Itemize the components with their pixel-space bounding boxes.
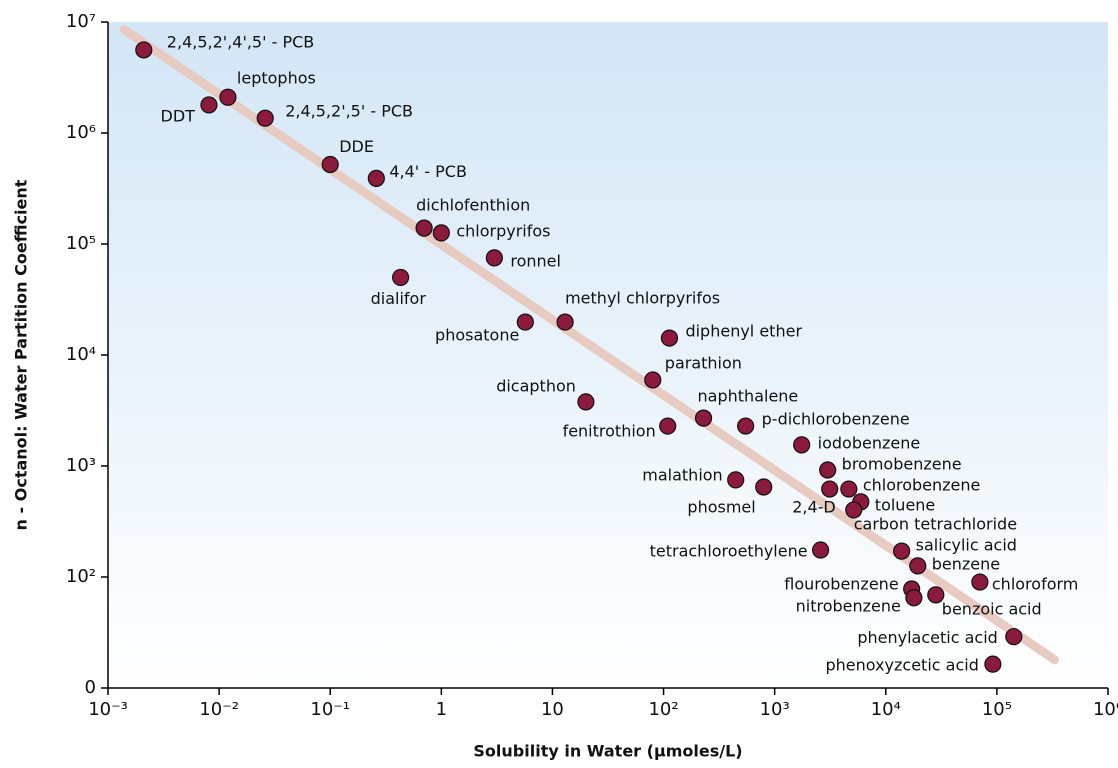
point-label: DDE <box>339 137 374 156</box>
x-tick-label: 10³ <box>760 699 790 720</box>
data-point <box>793 436 811 454</box>
data-point <box>727 471 745 489</box>
x-tick-label: 10⁴ <box>871 699 901 720</box>
point-label: p-dichlorobenzene <box>762 410 910 429</box>
x-tick-label: 1 <box>436 699 447 720</box>
y-tick-label: 10⁷ <box>66 11 96 32</box>
data-point <box>485 249 503 267</box>
point-label: DDT <box>161 106 196 125</box>
data-point <box>367 169 385 187</box>
point-label: 2,4,5,2',4',5' - PCB <box>167 32 314 51</box>
point-label: toluene <box>875 495 935 514</box>
data-point <box>909 557 927 575</box>
point-label: tetrachloroethylene <box>650 542 808 561</box>
y-tick-label: 10⁴ <box>66 344 96 365</box>
point-label: diphenyl ether <box>685 322 802 341</box>
point-label: 4,4' - PCB <box>389 162 467 181</box>
point-label: dichlofenthion <box>416 196 530 215</box>
point-label: malathion <box>642 465 722 484</box>
x-axis-title: Solubility in Water (µmoles/L) <box>473 742 742 761</box>
data-point <box>392 268 410 287</box>
data-point <box>811 541 830 559</box>
point-label: phenylacetic acid <box>857 628 997 647</box>
x-tick-label: 10 <box>541 699 564 720</box>
data-point <box>927 586 945 604</box>
data-point <box>984 655 1002 673</box>
x-tick-label: 10⁵ <box>982 699 1012 720</box>
y-tick-label: 10⁶ <box>66 122 96 143</box>
x-tick-label: 10⁻¹ <box>310 699 350 720</box>
point-label: chlorobenzene <box>863 476 981 495</box>
x-tick-label: 10⁶ <box>1093 699 1118 720</box>
data-point <box>840 480 858 498</box>
data-point <box>893 542 911 560</box>
data-point <box>256 109 274 127</box>
data-point <box>659 417 677 435</box>
x-tick-label: 10² <box>648 699 678 720</box>
point-label: ronnel <box>510 251 561 270</box>
point-label: parathion <box>665 353 742 372</box>
data-point <box>845 501 863 519</box>
data-point <box>556 313 574 331</box>
data-point <box>694 409 713 427</box>
point-label: naphthalene <box>698 387 799 406</box>
point-label: 2,4-D <box>792 497 836 516</box>
y-axis-title: n - Octanol: Water Partition Coefficient <box>12 179 31 530</box>
data-point <box>415 219 433 237</box>
point-label: fenitrothion <box>563 422 656 441</box>
data-point <box>432 224 450 242</box>
point-label: chlorpyrifos <box>456 221 550 240</box>
y-tick-label: 10⁵ <box>66 233 96 254</box>
data-point <box>644 371 662 389</box>
data-point <box>135 41 153 59</box>
point-label: 2,4,5,2',5' - PCB <box>285 102 413 121</box>
point-label: dicapthon <box>496 376 576 395</box>
point-label: salicylic acid <box>916 536 1017 555</box>
point-label: methyl chlorpyrifos <box>565 289 720 308</box>
data-point <box>660 329 679 347</box>
point-label: bromobenzene <box>842 455 962 474</box>
y-tick-label: 10³ <box>66 455 96 476</box>
data-point <box>577 393 595 411</box>
y-tick-label: 0 <box>85 677 96 698</box>
data-point <box>755 478 773 496</box>
point-label: benzoic acid <box>942 599 1042 618</box>
point-label: carbon tetrachloride <box>854 515 1017 534</box>
data-point <box>321 155 339 174</box>
y-tick-label: 10² <box>66 566 96 587</box>
data-point <box>219 88 237 106</box>
point-label: dialifor <box>371 289 427 308</box>
data-point <box>971 573 989 591</box>
data-point <box>819 461 837 479</box>
data-point <box>737 417 755 435</box>
point-label: phosatone <box>435 326 519 345</box>
point-label: leptophos <box>237 69 316 88</box>
data-point <box>1005 628 1023 646</box>
data-point <box>200 96 218 114</box>
data-point <box>516 313 534 331</box>
point-label: benzene <box>932 554 1000 573</box>
point-label: phenoxyzcetic acid <box>826 656 979 675</box>
point-label: nitrobenzene <box>796 596 901 615</box>
x-tick-label: 10⁻³ <box>88 699 128 720</box>
x-tick-label: 10⁻² <box>199 699 239 720</box>
point-label: flourobenzene <box>784 574 898 593</box>
point-label: chloroform <box>992 575 1079 594</box>
data-point <box>905 589 923 607</box>
point-label: iodobenzene <box>818 433 921 452</box>
point-label: phosmel <box>687 497 755 516</box>
data-point <box>821 480 839 498</box>
